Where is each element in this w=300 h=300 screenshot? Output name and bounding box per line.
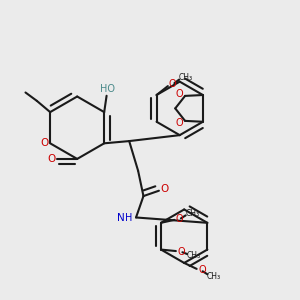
Text: CH₃: CH₃ xyxy=(185,209,199,218)
Text: O: O xyxy=(47,154,56,164)
Text: CH₃: CH₃ xyxy=(187,251,201,260)
Text: O: O xyxy=(160,184,168,194)
Text: O: O xyxy=(176,214,184,224)
Text: O: O xyxy=(169,79,176,89)
Text: O: O xyxy=(175,118,183,128)
Text: O: O xyxy=(177,247,185,257)
Text: N: N xyxy=(117,213,124,224)
Text: H: H xyxy=(125,213,132,224)
Text: O: O xyxy=(175,88,183,98)
Text: O: O xyxy=(41,138,49,148)
Text: HO: HO xyxy=(100,84,115,94)
Text: O: O xyxy=(198,266,206,275)
Text: CH₃: CH₃ xyxy=(207,272,221,281)
Text: CH₃: CH₃ xyxy=(178,73,193,82)
